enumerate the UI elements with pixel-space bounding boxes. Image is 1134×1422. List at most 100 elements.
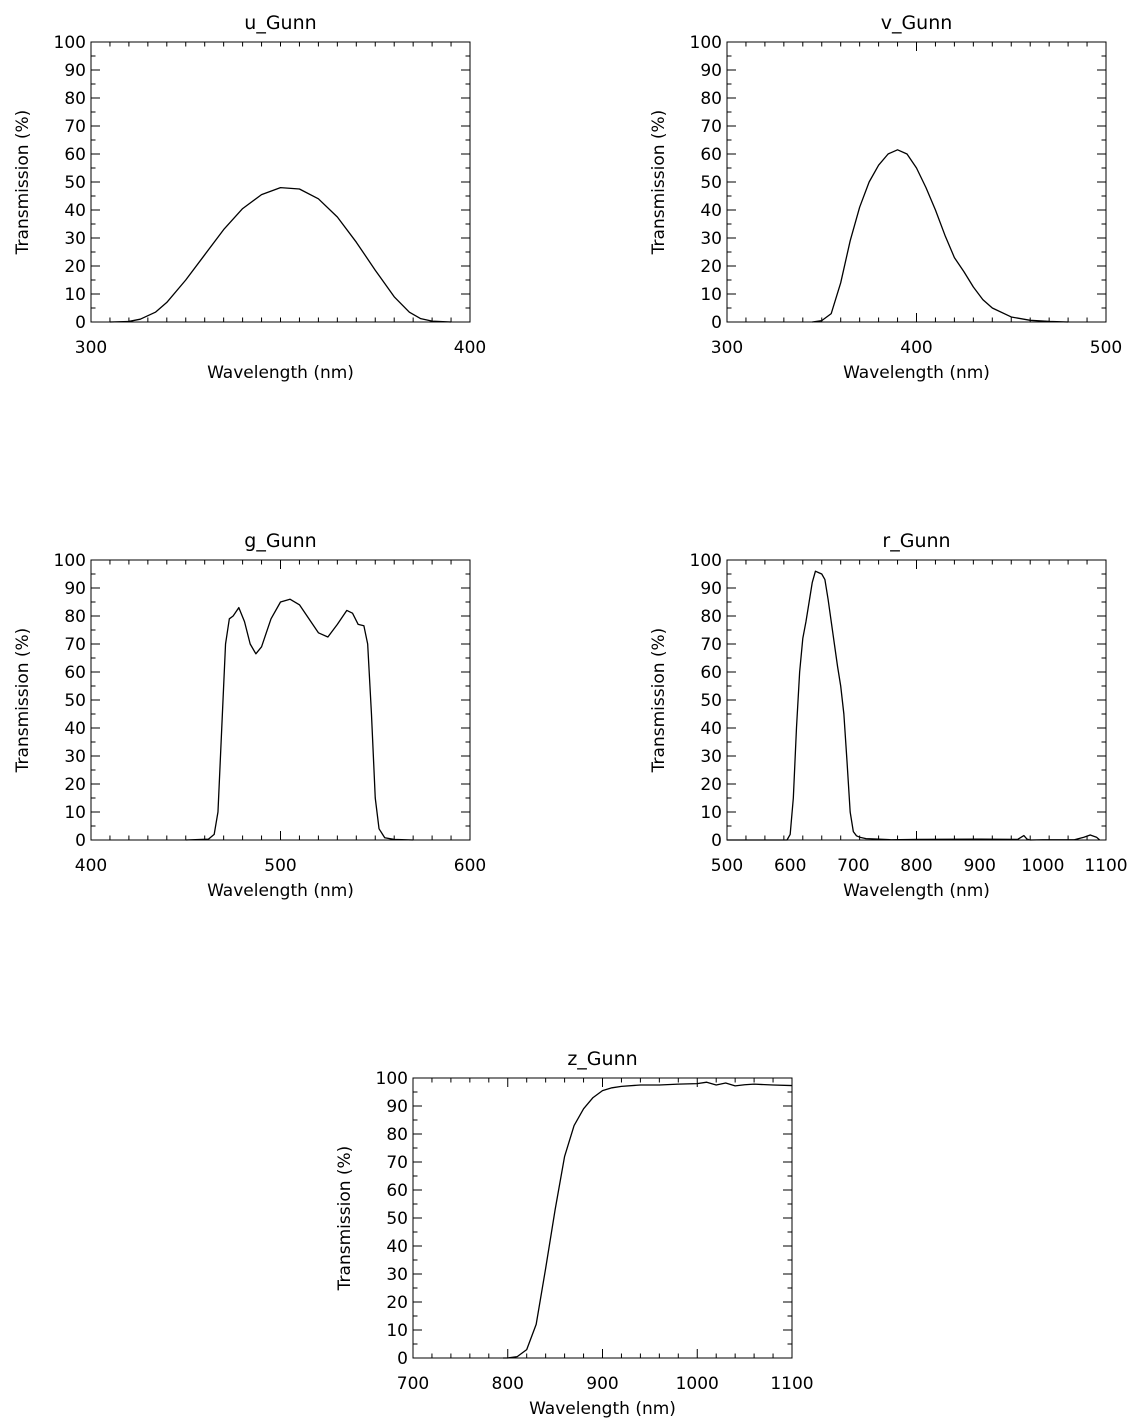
y-tick-label: 60 [64,145,86,165]
y-tick-label: 40 [700,719,722,739]
transmission-curve [185,598,414,841]
y-tick-label: 30 [386,1265,408,1285]
chart-panel: 300 400 0 10 20 30 40 50 60 70 80 90 100 u_Gunn Wavele… [13,12,486,383]
x-tick-label: 900 [586,1374,618,1394]
x-tick-label: 500 [711,856,743,876]
transmission-curve [812,149,1069,323]
y-tick-label: 100 [690,551,722,571]
y-tick-label: 40 [386,1237,408,1257]
y-tick-label: 20 [700,775,722,795]
transmission-curve [727,570,1101,841]
y-tick-label: 80 [700,607,722,627]
y-tick-label: 90 [64,61,86,81]
y-tick-label: 60 [386,1181,408,1201]
y-tick-label: 0 [711,831,722,851]
y-tick-label: 50 [700,173,722,193]
y-tick-label: 10 [64,803,86,823]
y-tick-label: 90 [700,61,722,81]
y-tick-label: 60 [64,663,86,683]
y-tick-label: 50 [386,1209,408,1229]
x-tick-label: 400 [900,338,932,358]
y-tick-label: 90 [700,579,722,599]
x-tick-label: 900 [963,856,995,876]
y-tick-label: 40 [700,201,722,221]
y-tick-label: 10 [700,803,722,823]
y-tick-label: 60 [700,145,722,165]
y-tick-label: 20 [64,775,86,795]
y-tick-label: 90 [386,1097,408,1117]
x-tick-label: 1000 [676,1374,719,1394]
chart-title: r_Gunn [882,530,950,552]
y-axis-label: Transmission (%) [649,628,669,774]
x-tick-label: 700 [397,1374,429,1394]
y-tick-label: 60 [700,663,722,683]
x-axis-label: Wavelength (nm) [207,881,354,901]
chart-title: u_Gunn [244,12,316,34]
y-axis-label: Transmission (%) [13,110,33,256]
y-tick-label: 80 [64,607,86,627]
x-tick-label: 300 [711,338,743,358]
y-tick-label: 10 [386,1321,408,1341]
y-tick-label: 100 [376,1069,408,1089]
y-tick-label: 30 [700,229,722,249]
y-tick-label: 90 [64,579,86,599]
y-tick-label: 50 [700,691,722,711]
y-tick-label: 30 [64,229,86,249]
y-tick-label: 80 [64,89,86,109]
y-tick-label: 100 [54,33,86,53]
x-tick-label: 800 [900,856,932,876]
y-tick-label: 20 [700,257,722,277]
chart-panel: 500 600 700 800 900 1000 1100 0 10 20 30 40 50 60 70 80… [649,530,1128,901]
chart-title: z_Gunn [567,1048,637,1070]
y-tick-label: 70 [64,117,86,137]
x-axis-label: Wavelength (nm) [207,363,354,383]
chart-panel: 700 800 900 1000 1100 0 10 20 30 40 50 60 70 80 90 100 z… [335,1048,814,1419]
y-axis-label: Transmission (%) [335,1146,355,1292]
chart-panel: 400 500 600 0 10 20 30 40 50 60 70 80 90 100 g_Gunn Wav… [13,530,486,901]
y-axis-label: Transmission (%) [649,110,669,256]
y-tick-label: 0 [397,1349,408,1369]
x-axis-label: Wavelength (nm) [843,363,990,383]
y-tick-label: 40 [64,201,86,221]
x-axis-label: Wavelength (nm) [529,1399,676,1419]
x-tick-label: 800 [492,1374,524,1394]
y-tick-label: 70 [700,117,722,137]
x-tick-label: 500 [1090,338,1122,358]
y-tick-label: 70 [64,635,86,655]
y-tick-label: 30 [64,747,86,767]
y-tick-label: 0 [75,831,86,851]
chart-panel: 300 400 500 0 10 20 30 40 50 60 70 80 90 100 v_Gunn Wav… [649,12,1122,383]
x-axis-label: Wavelength (nm) [843,881,990,901]
x-tick-label: 1100 [770,1374,813,1394]
y-tick-label: 20 [386,1293,408,1313]
y-tick-label: 80 [700,89,722,109]
y-tick-label: 0 [711,313,722,333]
y-tick-label: 70 [700,635,722,655]
chart-title: v_Gunn [881,12,953,34]
y-tick-label: 40 [64,719,86,739]
x-tick-label: 600 [454,856,486,876]
chart-title: g_Gunn [244,530,316,552]
y-tick-label: 0 [75,313,86,333]
x-tick-label: 500 [264,856,296,876]
x-tick-label: 700 [837,856,869,876]
y-tick-label: 100 [690,33,722,53]
y-tick-label: 30 [700,747,722,767]
x-tick-label: 1000 [1021,856,1064,876]
x-tick-label: 400 [75,856,107,876]
y-tick-label: 70 [386,1153,408,1173]
y-tick-label: 80 [386,1125,408,1145]
y-tick-label: 10 [64,285,86,305]
y-tick-label: 20 [64,257,86,277]
x-tick-label: 300 [75,338,107,358]
y-tick-label: 100 [54,551,86,571]
x-tick-label: 1100 [1084,856,1127,876]
transmission-curve [503,1081,793,1359]
y-tick-label: 50 [64,173,86,193]
y-axis-label: Transmission (%) [13,628,33,774]
x-tick-label: 400 [454,338,486,358]
transmission-curve [109,186,452,323]
x-tick-label: 600 [774,856,806,876]
